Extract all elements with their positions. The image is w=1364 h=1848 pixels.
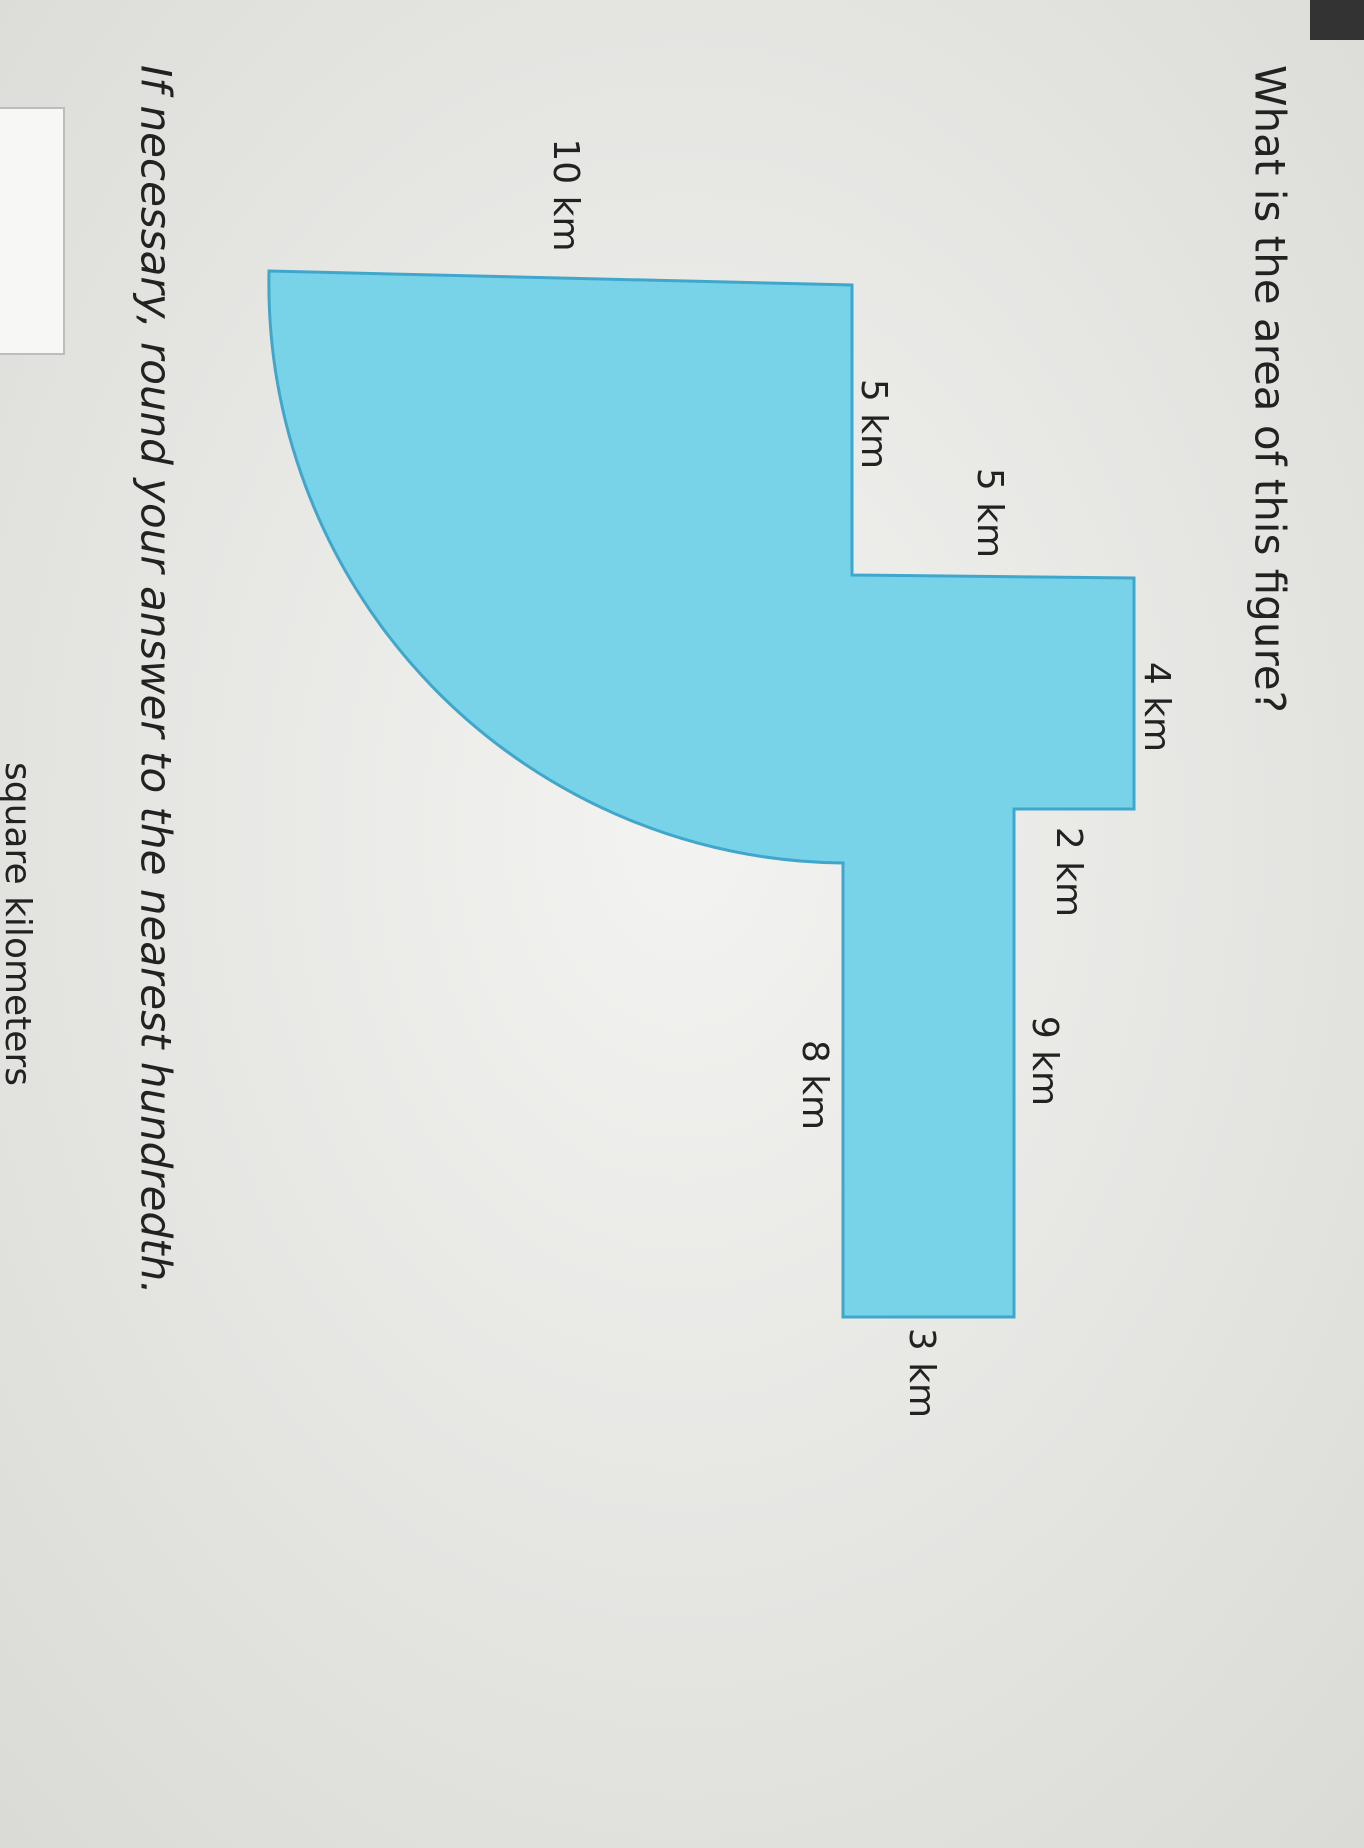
dimension-label: 4 km [1136,662,1177,752]
dimension-label: 3 km [901,1328,942,1418]
screen-edge [1310,0,1364,40]
dimension-label: 10 km [545,138,586,251]
unit-label: square kilometers [0,762,38,1086]
composite-figure [267,269,1136,1319]
dimension-label: 5 km [853,379,894,469]
answer-input[interactable] [0,107,65,355]
dimension-label: 9 km [1024,1016,1065,1106]
dimension-label: 8 km [794,1040,835,1130]
dimension-label: 2 km [1048,827,1089,917]
dimension-label: 5 km [969,468,1010,558]
instruction: If necessary, round your answer to the n… [132,65,181,1295]
question: What is the area of this figure? [1246,65,1295,713]
